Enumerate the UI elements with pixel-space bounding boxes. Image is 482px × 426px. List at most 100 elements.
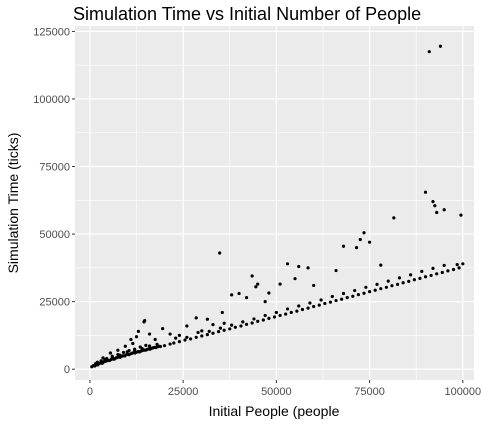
data-point (116, 348, 120, 352)
data-point (110, 355, 114, 360)
data-point (188, 337, 193, 341)
y-tick-label: 0 (64, 364, 70, 376)
data-point (230, 323, 234, 327)
data-point (278, 313, 282, 318)
data-point (241, 320, 245, 324)
data-point (412, 278, 416, 282)
data-point (228, 327, 232, 331)
data-point (423, 190, 428, 194)
data-point (446, 269, 450, 273)
data-point (379, 263, 383, 267)
data-point (144, 343, 148, 348)
data-point (211, 323, 215, 327)
data-point (289, 310, 293, 315)
data-point (200, 329, 204, 333)
data-point (386, 279, 390, 283)
data-point (239, 324, 243, 328)
data-point (328, 300, 333, 304)
data-point (220, 310, 224, 315)
data-point (174, 336, 178, 340)
data-point (256, 319, 260, 323)
data-point (295, 309, 299, 313)
data-point (367, 240, 372, 244)
data-point (457, 266, 461, 270)
data-point (218, 326, 223, 330)
data-point (252, 317, 256, 321)
data-point (205, 317, 209, 321)
y-tick-label: 125000 (33, 26, 70, 38)
data-point (263, 300, 267, 304)
data-point (194, 316, 198, 320)
data-point (185, 335, 189, 339)
data-point (423, 275, 428, 279)
data-point (267, 316, 271, 320)
data-point (409, 273, 413, 277)
data-point (274, 310, 278, 315)
data-point (136, 329, 140, 333)
data-point (108, 351, 113, 355)
data-point (216, 330, 221, 334)
data-point (455, 263, 459, 267)
y-axis-title: Simulation Time (ticks) (5, 133, 21, 274)
data-point (194, 335, 198, 339)
data-point (358, 237, 362, 242)
data-point (211, 331, 215, 335)
data-point (392, 216, 396, 220)
y-tick-label: 25000 (39, 297, 70, 309)
data-point (306, 266, 310, 270)
data-point (158, 344, 162, 349)
data-point (272, 315, 277, 319)
data-point (351, 294, 355, 298)
data-point (153, 337, 157, 342)
data-point (431, 266, 435, 270)
data-point (177, 333, 182, 338)
data-point (345, 295, 349, 300)
data-point (267, 291, 271, 295)
data-point (438, 44, 443, 48)
data-point (442, 208, 446, 212)
data-point (244, 322, 249, 326)
data-point (451, 267, 456, 272)
data-point (306, 306, 310, 310)
data-point (362, 291, 366, 295)
data-point (177, 340, 182, 344)
data-point (134, 335, 139, 339)
data-point (222, 321, 226, 325)
data-point (373, 288, 377, 292)
plot-panel (75, 26, 474, 380)
data-point (300, 307, 305, 312)
x-tick-label: 100000 (444, 386, 481, 398)
data-point (353, 288, 357, 293)
data-point (200, 334, 204, 338)
data-point (185, 324, 189, 328)
data-point (168, 332, 172, 336)
y-tick-label: 75000 (39, 162, 70, 174)
x-axis-ticks: 0 25000 50000 75000 100000 (87, 380, 481, 398)
y-tick-label: 50000 (39, 229, 70, 241)
x-tick-label: 75000 (354, 386, 385, 398)
data-point (334, 268, 338, 273)
data-point (183, 338, 187, 342)
data-point (341, 244, 346, 248)
x-tick-label: 25000 (168, 386, 199, 398)
data-point (278, 282, 282, 286)
data-point (284, 312, 288, 316)
data-point (121, 350, 126, 355)
data-point (340, 297, 344, 301)
x-axis-title: Initial People (people (209, 403, 340, 419)
data-point (433, 204, 437, 208)
data-point (364, 285, 368, 289)
data-point (155, 342, 159, 346)
data-point (196, 330, 200, 335)
data-point (431, 200, 435, 204)
data-point (168, 342, 172, 346)
data-point (354, 245, 359, 250)
data-point (95, 360, 99, 364)
data-point (285, 307, 290, 311)
data-point (429, 273, 433, 278)
data-point (218, 251, 222, 255)
data-point (308, 301, 312, 305)
data-point (297, 304, 301, 308)
data-point (319, 298, 323, 302)
